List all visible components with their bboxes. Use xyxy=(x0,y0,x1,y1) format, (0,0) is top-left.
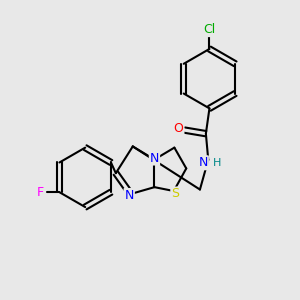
Text: Cl: Cl xyxy=(203,23,216,36)
Text: O: O xyxy=(174,122,184,135)
Text: F: F xyxy=(37,186,44,199)
Text: N: N xyxy=(124,189,134,202)
Text: N: N xyxy=(150,152,159,164)
Text: S: S xyxy=(171,188,179,200)
Text: N: N xyxy=(199,156,208,169)
Text: H: H xyxy=(213,158,221,168)
